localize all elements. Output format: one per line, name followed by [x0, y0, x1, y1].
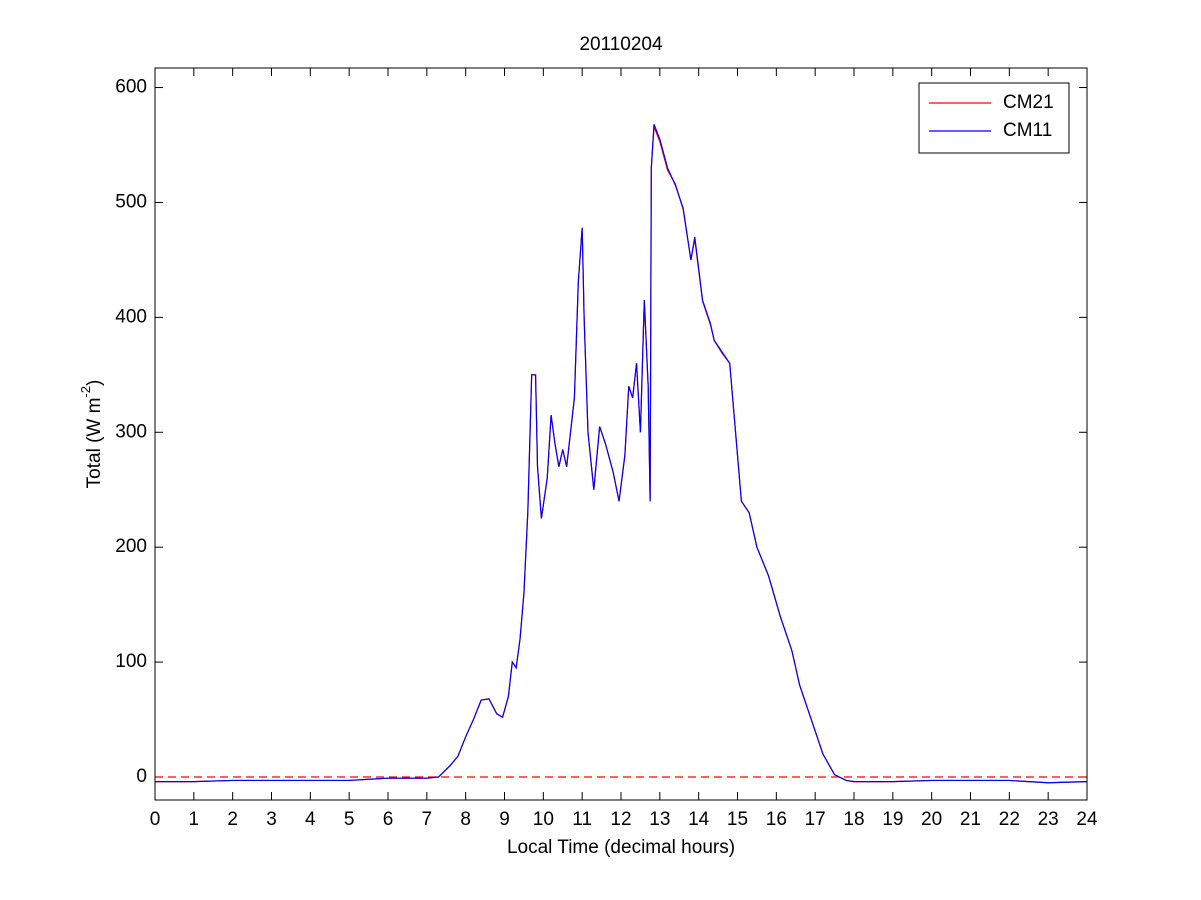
x-axis-label: Local Time (decimal hours): [507, 837, 735, 858]
legend-label: CM11: [1003, 120, 1052, 141]
x-tick-label: 21: [960, 809, 981, 830]
x-tick-label: 19: [882, 809, 903, 830]
x-tick-label: 20: [921, 809, 942, 830]
legend-label: CM21: [1003, 92, 1054, 113]
x-tick-label: 5: [344, 809, 355, 830]
y-tick-label: 200: [115, 536, 147, 557]
y-tick-label: 600: [115, 77, 147, 98]
x-tick-label: 3: [266, 809, 277, 830]
series-line: [155, 124, 1088, 784]
x-tick-label: 8: [460, 809, 471, 830]
x-tick-label: 4: [305, 809, 316, 830]
x-tick-label: 10: [533, 809, 554, 830]
x-tick-label: 17: [805, 809, 826, 830]
y-tick-label: 500: [115, 191, 147, 212]
x-tick-label: 23: [1038, 809, 1059, 830]
y-label-tail: ): [84, 380, 105, 386]
chart-title: 20110204: [579, 34, 663, 55]
x-tick-label: 11: [572, 809, 592, 830]
x-tick-label: 18: [843, 809, 864, 830]
y-tick-label: 100: [115, 651, 147, 672]
x-tick-label: 0: [150, 809, 161, 830]
x-tick-label: 14: [688, 809, 710, 830]
y-tick-label: 300: [115, 421, 147, 442]
x-tick-label: 24: [1076, 809, 1098, 830]
y-label-sup: -2: [78, 386, 93, 398]
y-axis-label: Total (W m-2): [78, 380, 105, 489]
x-tick-label: 7: [422, 809, 433, 830]
x-tick-label: 6: [383, 809, 394, 830]
x-tick-label: 15: [727, 809, 748, 830]
x-tick-label: 16: [766, 809, 787, 830]
x-tick-label: 1: [189, 809, 200, 830]
x-tick-label: 12: [610, 809, 631, 830]
y-label-text: Total (W m: [84, 398, 105, 489]
x-tick-label: 22: [999, 809, 1020, 830]
legend-box: [918, 82, 1070, 154]
x-tick-label: 9: [499, 809, 510, 830]
x-tick-label: 13: [649, 809, 670, 830]
y-tick-label: 400: [115, 306, 147, 327]
plot-frame: [154, 67, 1088, 801]
y-tick-label: 0: [136, 766, 147, 787]
x-tick-label: 2: [227, 809, 238, 830]
